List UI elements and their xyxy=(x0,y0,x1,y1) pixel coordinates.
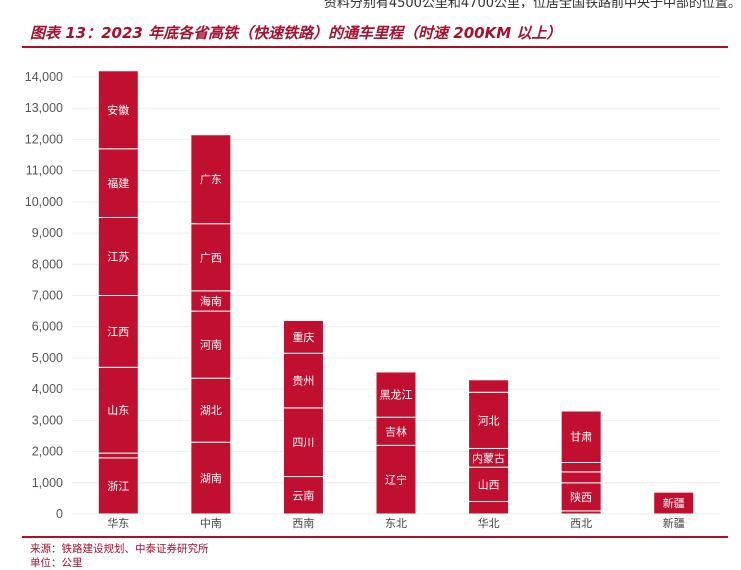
y-tick-label: 12,000 xyxy=(25,132,63,146)
y-tick-label: 7,000 xyxy=(32,289,63,303)
y-tick-label: 5,000 xyxy=(32,351,63,365)
y-tick-label: 2,000 xyxy=(32,445,63,459)
bar-segment xyxy=(282,476,324,515)
segment-label: 云南 xyxy=(292,489,314,502)
segment-label: 湖北 xyxy=(200,404,222,417)
y-tick-label: 9,000 xyxy=(32,226,63,240)
y-tick-label: 4,000 xyxy=(32,382,63,396)
bar-segment xyxy=(97,457,139,515)
bar-segment xyxy=(282,407,324,478)
segment-label: 山西 xyxy=(478,478,500,491)
bar-segment xyxy=(282,352,324,409)
grid-lines xyxy=(72,76,720,515)
bar-segment xyxy=(190,310,232,379)
bar-segment xyxy=(560,482,602,512)
segment-label: 广东 xyxy=(200,173,222,186)
y-tick-label: 8,000 xyxy=(32,257,63,271)
segment-label: 内蒙古 xyxy=(472,451,505,465)
segment-label: 江西 xyxy=(107,325,129,338)
bar-segment xyxy=(190,441,232,515)
segment-label: 河北 xyxy=(478,414,500,427)
segment-label: 江苏 xyxy=(107,250,129,263)
bar-segment xyxy=(190,134,232,225)
category-label: 西南 xyxy=(292,517,314,530)
bar-segment xyxy=(375,371,417,418)
bar-segment xyxy=(560,461,602,473)
figure-title: 图表 13：2023 年底各省高铁（快速铁路）的通车里程（时速 200KM 以上… xyxy=(30,24,562,42)
category-label: 西北 xyxy=(570,517,592,530)
bar-segment xyxy=(468,501,510,515)
category-label: 新疆 xyxy=(663,516,685,530)
category-label: 中南 xyxy=(200,517,222,530)
segment-label: 重庆 xyxy=(292,330,314,344)
segment-label: 贵州 xyxy=(292,375,314,388)
y-axis: 0 1,000 2,000 3,000 4,000 5,000 6,000 7,000 8,00… xyxy=(25,70,63,521)
footer-rule xyxy=(22,536,728,538)
bar-segment xyxy=(97,216,139,296)
segment-label: 安徽 xyxy=(107,103,129,117)
category-label: 东北 xyxy=(385,517,407,530)
bar-segment xyxy=(97,366,139,454)
segment-label: 陕西 xyxy=(570,490,592,504)
bar-segment xyxy=(468,379,510,393)
category-label: 华东 xyxy=(107,516,129,530)
segment-label: 新疆 xyxy=(663,496,685,510)
source-note: 来源：铁路建设规划、中泰证券研究所 xyxy=(30,543,209,555)
unit-note: 单位：公里 xyxy=(30,557,83,569)
x-axis: 华东 中南 西南 东北 华北 西北 新疆 xyxy=(107,516,684,530)
bar-segment xyxy=(653,491,695,515)
segment-label: 河南 xyxy=(200,339,222,352)
bar-segment xyxy=(560,410,602,463)
y-tick-label: 13,000 xyxy=(25,101,63,115)
y-tick-label: 1,000 xyxy=(32,476,63,490)
segment-label: 四川 xyxy=(292,436,314,449)
segment-label: 辽宁 xyxy=(385,473,407,487)
segment-label: 山东 xyxy=(107,404,129,417)
bar-segment xyxy=(97,295,139,368)
segment-label: 黑龙江 xyxy=(380,389,413,402)
bar-segment xyxy=(560,471,602,484)
segment-label: 湖南 xyxy=(200,472,222,485)
category-label: 华北 xyxy=(478,516,500,530)
y-tick-label: 14,000 xyxy=(25,70,63,84)
y-tick-label: 11,000 xyxy=(26,164,63,178)
bar-segment xyxy=(97,148,139,218)
segment-label: 海南 xyxy=(200,294,222,308)
top-text: 资料分别有4500公里和4700公里，位居全国铁路前中央于中部的位置。 xyxy=(323,0,741,8)
y-tick-label: 0 xyxy=(56,507,63,521)
segment-label: 福建 xyxy=(107,176,129,190)
bar-segment xyxy=(97,70,139,150)
bar-segment xyxy=(190,377,232,443)
bar-segment xyxy=(282,319,324,354)
bar-segment xyxy=(375,444,417,515)
title-rule xyxy=(22,46,728,48)
y-tick-label: 3,000 xyxy=(32,413,63,427)
y-tick-label: 10,000 xyxy=(25,195,63,209)
y-tick-label: 6,000 xyxy=(32,320,63,334)
segment-label: 广西 xyxy=(200,251,222,264)
segment-label: 浙江 xyxy=(107,480,129,493)
bar-segment xyxy=(97,452,139,459)
segment-label: 吉林 xyxy=(385,424,407,438)
segment-label: 甘肃 xyxy=(570,431,592,444)
